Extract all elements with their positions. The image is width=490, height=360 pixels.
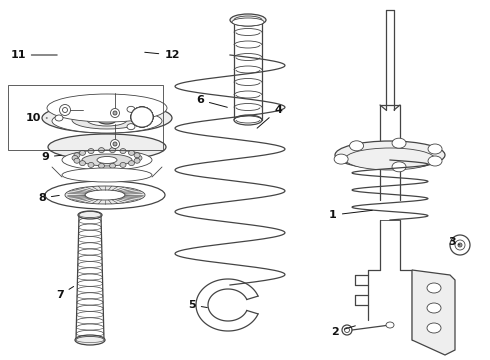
Ellipse shape: [334, 154, 348, 164]
Ellipse shape: [131, 107, 153, 127]
Text: 1: 1: [329, 210, 372, 220]
Ellipse shape: [110, 163, 116, 168]
Ellipse shape: [131, 107, 153, 127]
Ellipse shape: [131, 107, 153, 127]
Ellipse shape: [428, 144, 442, 154]
Ellipse shape: [111, 108, 120, 117]
Ellipse shape: [74, 158, 80, 163]
Ellipse shape: [120, 149, 126, 154]
Ellipse shape: [335, 141, 445, 169]
Text: 10: 10: [25, 113, 47, 123]
Text: 6: 6: [196, 95, 227, 107]
Ellipse shape: [79, 150, 85, 156]
Ellipse shape: [63, 108, 68, 112]
Ellipse shape: [345, 148, 435, 170]
Ellipse shape: [65, 186, 145, 204]
Ellipse shape: [136, 156, 142, 161]
Ellipse shape: [127, 124, 135, 130]
Text: 9: 9: [41, 152, 61, 162]
Ellipse shape: [98, 148, 104, 153]
Ellipse shape: [87, 114, 127, 126]
Ellipse shape: [427, 323, 441, 333]
Ellipse shape: [113, 111, 117, 115]
Ellipse shape: [134, 158, 140, 163]
Ellipse shape: [427, 303, 441, 313]
Ellipse shape: [230, 14, 266, 26]
Ellipse shape: [62, 150, 152, 170]
Ellipse shape: [455, 240, 465, 250]
Ellipse shape: [458, 243, 462, 247]
Text: 2: 2: [331, 326, 355, 337]
Ellipse shape: [427, 283, 441, 293]
Text: 4: 4: [257, 105, 282, 128]
Ellipse shape: [120, 162, 126, 167]
Ellipse shape: [113, 142, 117, 146]
Ellipse shape: [131, 107, 153, 127]
Ellipse shape: [47, 94, 167, 122]
Ellipse shape: [349, 141, 364, 151]
Ellipse shape: [134, 153, 140, 158]
Ellipse shape: [52, 109, 162, 133]
Ellipse shape: [55, 115, 63, 121]
Ellipse shape: [342, 325, 352, 335]
Ellipse shape: [72, 111, 142, 129]
Text: 8: 8: [38, 193, 59, 203]
Ellipse shape: [79, 161, 85, 166]
Ellipse shape: [428, 156, 442, 166]
Ellipse shape: [48, 134, 166, 160]
Ellipse shape: [98, 163, 104, 168]
Ellipse shape: [97, 157, 117, 163]
Ellipse shape: [98, 116, 116, 124]
Ellipse shape: [110, 148, 116, 153]
Ellipse shape: [82, 154, 132, 166]
Ellipse shape: [75, 335, 105, 345]
Bar: [8, 85, 163, 150]
Ellipse shape: [72, 156, 78, 161]
Polygon shape: [412, 270, 455, 355]
Text: 5: 5: [188, 300, 207, 310]
Ellipse shape: [59, 104, 71, 116]
Ellipse shape: [232, 18, 264, 26]
Ellipse shape: [392, 138, 406, 148]
Ellipse shape: [234, 115, 262, 125]
Text: 11: 11: [10, 50, 57, 60]
Ellipse shape: [85, 190, 125, 200]
Ellipse shape: [62, 168, 152, 182]
Ellipse shape: [131, 107, 153, 127]
Ellipse shape: [450, 235, 470, 255]
Ellipse shape: [344, 328, 349, 333]
Ellipse shape: [137, 112, 147, 122]
Ellipse shape: [111, 140, 120, 149]
Ellipse shape: [127, 106, 135, 112]
Ellipse shape: [392, 162, 406, 172]
Ellipse shape: [131, 107, 153, 127]
Ellipse shape: [88, 149, 94, 154]
Ellipse shape: [78, 211, 102, 219]
Text: 3: 3: [448, 237, 460, 247]
Ellipse shape: [45, 181, 165, 209]
Ellipse shape: [131, 107, 153, 127]
Ellipse shape: [128, 150, 135, 156]
Ellipse shape: [386, 322, 394, 328]
Ellipse shape: [42, 103, 172, 133]
Ellipse shape: [131, 107, 153, 127]
Text: 12: 12: [145, 50, 180, 60]
Ellipse shape: [128, 161, 135, 166]
Text: 7: 7: [56, 287, 74, 300]
Ellipse shape: [74, 153, 80, 158]
Ellipse shape: [88, 162, 94, 167]
